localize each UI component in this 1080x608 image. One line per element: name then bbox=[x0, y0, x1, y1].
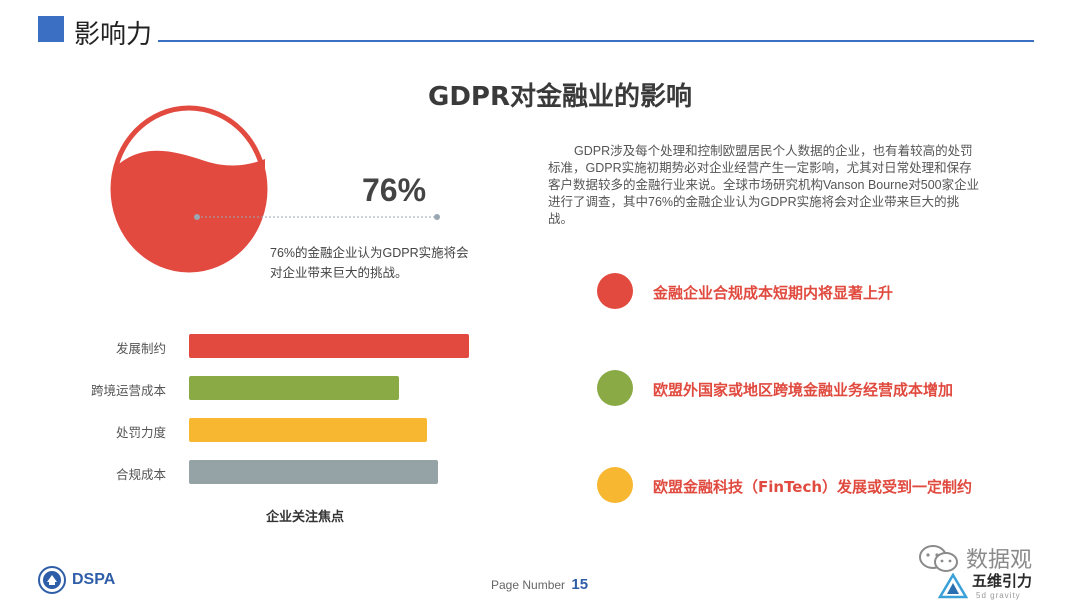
bar-label: 处罚力度 bbox=[115, 426, 166, 440]
wechat-icon bbox=[919, 545, 958, 572]
bullet-dot bbox=[597, 467, 633, 503]
bar bbox=[189, 334, 469, 358]
section-title: 影响力 bbox=[74, 20, 153, 50]
brand-subtitle: 5d gravity bbox=[976, 591, 1021, 600]
bullet-text: 欧盟金融科技（FinTech）发展或受到一定制约 bbox=[653, 478, 973, 496]
brand-logo-icon bbox=[938, 573, 968, 599]
bar-row: 跨境运营成本 bbox=[60, 376, 480, 400]
highlight-percent: 76% bbox=[362, 172, 427, 208]
page-number-label: Page Number bbox=[491, 578, 566, 592]
bullet-dot bbox=[597, 370, 633, 406]
highlight-caption: 76%的金融企业认为GDPR实施将会对企业带来巨大的挑战。 bbox=[270, 246, 469, 280]
wechat-account-name: 数据观 bbox=[966, 548, 1033, 573]
bar bbox=[189, 418, 427, 442]
header-accent-square bbox=[38, 16, 64, 42]
bullet-text: 欧盟外国家或地区跨境金融业务经营成本增加 bbox=[653, 381, 954, 399]
leader-line bbox=[194, 214, 440, 220]
bullet-item: 欧盟外国家或地区跨境金融业务经营成本增加 bbox=[597, 370, 1080, 408]
bullet-dot bbox=[597, 273, 633, 309]
dspa-logo-icon bbox=[38, 566, 66, 594]
page-number-value: 15 bbox=[571, 576, 589, 593]
bar-label: 合规成本 bbox=[115, 468, 166, 482]
header-divider bbox=[158, 40, 1034, 42]
bar-label: 发展制约 bbox=[115, 342, 166, 356]
bar-row: 合规成本 bbox=[60, 460, 480, 484]
bar-row: 处罚力度 bbox=[60, 418, 480, 442]
page-number: Page Number 15 bbox=[491, 576, 588, 593]
bullet-text: 金融企业合规成本短期内将显著上升 bbox=[653, 284, 894, 302]
bar-chart-caption: 企业关注焦点 bbox=[265, 509, 344, 524]
bullet-item: 欧盟金融科技（FinTech）发展或受到一定制约 bbox=[597, 467, 1080, 505]
bar bbox=[189, 376, 399, 400]
percentage-fill-circle bbox=[110, 105, 268, 273]
bar bbox=[189, 460, 439, 484]
brand-name: 五维引力 bbox=[972, 572, 1033, 590]
bar-row: 发展制约 bbox=[60, 334, 480, 358]
slide-title: GDPR对金融业的影响 bbox=[428, 82, 692, 112]
footer-org-name: DSPA bbox=[72, 571, 116, 588]
bar-label: 跨境运营成本 bbox=[90, 384, 166, 398]
description-paragraph: GDPR涉及每个处理和控制欧盟居民个人数据的企业，也有着较高的处罚标准，GDPR… bbox=[548, 144, 980, 226]
bullet-item: 金融企业合规成本短期内将显著上升 bbox=[597, 273, 1080, 311]
